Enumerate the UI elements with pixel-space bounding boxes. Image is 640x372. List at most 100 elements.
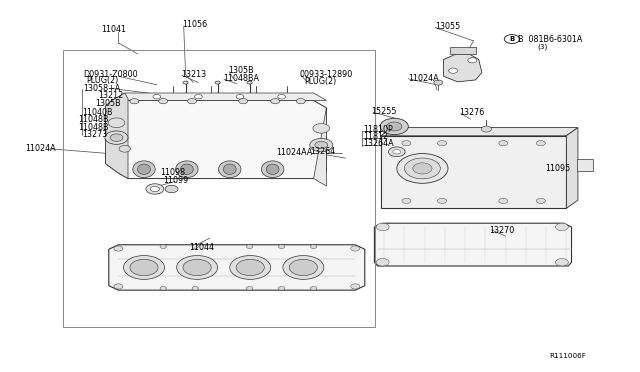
Text: 11041: 11041 bbox=[101, 25, 127, 34]
Polygon shape bbox=[106, 93, 128, 179]
Circle shape bbox=[215, 81, 220, 84]
Text: 11099: 11099 bbox=[163, 176, 188, 185]
Circle shape bbox=[536, 141, 545, 146]
Text: 13276: 13276 bbox=[460, 108, 484, 117]
Circle shape bbox=[376, 259, 389, 266]
Circle shape bbox=[271, 99, 280, 104]
Circle shape bbox=[192, 245, 198, 248]
Circle shape bbox=[402, 198, 411, 203]
Text: D0931-Z0800: D0931-Z0800 bbox=[83, 70, 138, 79]
Circle shape bbox=[310, 286, 317, 290]
Circle shape bbox=[278, 94, 285, 99]
Circle shape bbox=[130, 259, 158, 276]
Text: 11812: 11812 bbox=[363, 132, 388, 141]
Circle shape bbox=[397, 154, 448, 183]
Circle shape bbox=[114, 284, 123, 289]
Circle shape bbox=[192, 286, 198, 290]
Circle shape bbox=[183, 259, 211, 276]
Circle shape bbox=[146, 184, 164, 194]
Text: 13264: 13264 bbox=[310, 147, 335, 156]
Text: (3): (3) bbox=[538, 43, 548, 50]
Circle shape bbox=[468, 58, 477, 63]
Circle shape bbox=[230, 256, 271, 279]
Text: 13055: 13055 bbox=[435, 22, 460, 31]
Circle shape bbox=[499, 141, 508, 146]
Polygon shape bbox=[566, 128, 578, 208]
Polygon shape bbox=[106, 100, 326, 179]
Circle shape bbox=[413, 163, 432, 174]
Circle shape bbox=[434, 80, 443, 85]
Circle shape bbox=[315, 141, 328, 149]
Ellipse shape bbox=[176, 161, 198, 177]
Circle shape bbox=[110, 134, 123, 141]
Text: 11044: 11044 bbox=[189, 243, 214, 252]
Ellipse shape bbox=[219, 161, 241, 177]
Circle shape bbox=[387, 122, 402, 131]
Text: 00933-12890: 00933-12890 bbox=[300, 70, 353, 79]
Circle shape bbox=[402, 141, 411, 146]
Text: 11095: 11095 bbox=[545, 164, 570, 173]
Polygon shape bbox=[450, 46, 476, 54]
Circle shape bbox=[236, 94, 244, 99]
Text: 13273: 13273 bbox=[82, 130, 107, 139]
Circle shape bbox=[160, 286, 166, 290]
Polygon shape bbox=[112, 93, 326, 100]
Circle shape bbox=[351, 246, 360, 251]
Text: 13058+A: 13058+A bbox=[83, 84, 120, 93]
Text: 11810P: 11810P bbox=[363, 125, 392, 134]
Circle shape bbox=[388, 147, 405, 157]
Text: 1305B: 1305B bbox=[95, 99, 120, 108]
Circle shape bbox=[438, 198, 447, 203]
Text: 11056: 11056 bbox=[182, 20, 207, 29]
Ellipse shape bbox=[138, 164, 150, 174]
Circle shape bbox=[449, 68, 458, 73]
Bar bbox=[577, 159, 593, 171]
Text: PLUG(2): PLUG(2) bbox=[305, 77, 337, 86]
Circle shape bbox=[283, 256, 324, 279]
Bar bbox=[63, 50, 375, 327]
Circle shape bbox=[393, 150, 401, 154]
Circle shape bbox=[239, 99, 248, 104]
Circle shape bbox=[556, 223, 568, 231]
Circle shape bbox=[150, 186, 159, 192]
Text: 1305B: 1305B bbox=[228, 66, 253, 75]
Circle shape bbox=[119, 145, 131, 152]
Text: 13270: 13270 bbox=[490, 226, 515, 235]
Text: 11024A: 11024A bbox=[26, 144, 56, 153]
Text: 11048B: 11048B bbox=[78, 115, 109, 124]
Circle shape bbox=[236, 259, 264, 276]
Circle shape bbox=[159, 99, 168, 104]
Circle shape bbox=[124, 256, 164, 279]
Circle shape bbox=[177, 256, 218, 279]
Circle shape bbox=[195, 94, 202, 99]
Text: B  081B6-6301A: B 081B6-6301A bbox=[518, 35, 583, 44]
Circle shape bbox=[246, 245, 253, 248]
Circle shape bbox=[313, 124, 330, 133]
Circle shape bbox=[296, 99, 305, 104]
Text: 15255: 15255 bbox=[371, 107, 397, 116]
Text: B: B bbox=[509, 36, 515, 42]
Ellipse shape bbox=[133, 161, 155, 177]
Text: 11024AA: 11024AA bbox=[276, 148, 313, 157]
Text: 11098: 11098 bbox=[160, 169, 185, 177]
Text: PLUG(2): PLUG(2) bbox=[86, 76, 118, 85]
Circle shape bbox=[183, 81, 188, 84]
Polygon shape bbox=[314, 108, 326, 186]
Circle shape bbox=[376, 223, 389, 231]
Polygon shape bbox=[381, 136, 566, 208]
Circle shape bbox=[380, 118, 408, 135]
Text: 11024A: 11024A bbox=[408, 74, 439, 83]
Circle shape bbox=[130, 99, 139, 104]
Circle shape bbox=[114, 246, 123, 251]
Text: 11048BA: 11048BA bbox=[223, 74, 259, 83]
Text: 13212: 13212 bbox=[98, 92, 123, 100]
Circle shape bbox=[404, 158, 440, 179]
Text: 13264A: 13264A bbox=[363, 140, 394, 148]
Circle shape bbox=[504, 35, 520, 44]
Ellipse shape bbox=[180, 164, 193, 174]
Circle shape bbox=[556, 259, 568, 266]
Text: 11048B: 11048B bbox=[78, 123, 109, 132]
Circle shape bbox=[278, 286, 285, 290]
Circle shape bbox=[108, 118, 125, 128]
Polygon shape bbox=[444, 54, 482, 82]
